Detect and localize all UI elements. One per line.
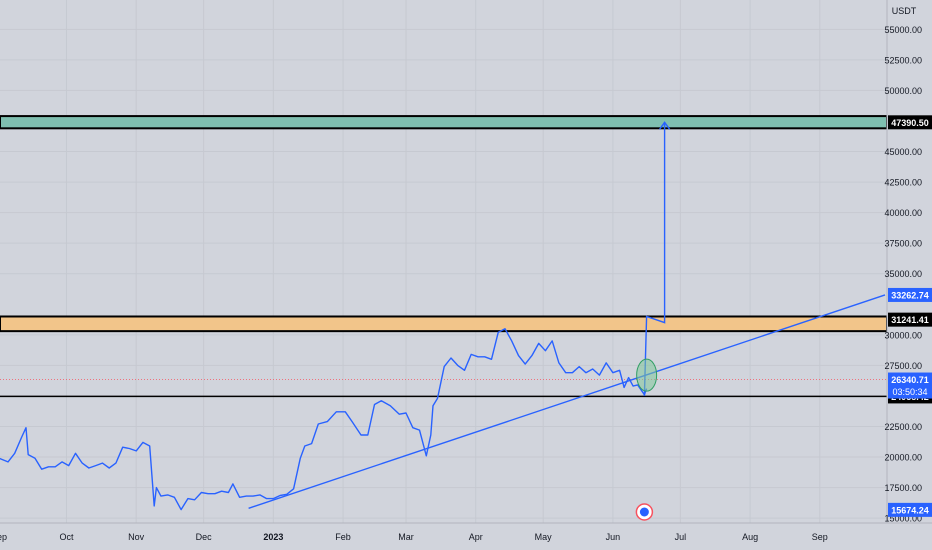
- time-tick-label: 2023: [263, 532, 283, 542]
- trendline: [248, 294, 886, 509]
- horizontal-lines: [0, 379, 887, 398]
- price-label-box: [888, 115, 932, 130]
- price-tick-label: 15000.00: [884, 514, 922, 524]
- price-tick-label: 50000.00: [884, 86, 922, 96]
- price-label-text: 15674.24: [891, 505, 929, 515]
- arrow-head: [659, 121, 671, 130]
- price-label-text: 31241.41: [891, 315, 929, 325]
- drawings: [248, 121, 886, 521]
- price-tick-label: 30000.00: [884, 330, 922, 340]
- price-tick-label: 40000.00: [884, 208, 922, 218]
- countdown-text: 03:50:34: [892, 387, 927, 397]
- price-tick-label: 52500.00: [884, 55, 922, 65]
- price-tick-label: 45000.00: [884, 147, 922, 157]
- price-tick-label: 55000.00: [884, 25, 922, 35]
- time-tick-label: Dec: [196, 532, 213, 542]
- time-tick-label: May: [535, 532, 553, 542]
- price-label-box: [888, 312, 932, 327]
- price-axis[interactable]: USDT 55000.00 52500.00 50000.00 45000.00 425…: [884, 0, 932, 550]
- price-tick-label: 37500.00: [884, 239, 922, 249]
- currency-label: USDT: [892, 6, 917, 16]
- time-tick-label: Apr: [469, 532, 483, 542]
- price-zone: [0, 115, 888, 130]
- price-labels: 47390.5033262.7431241.4124958.4215674.24…: [888, 115, 932, 517]
- time-tick-label: Aug: [742, 532, 758, 542]
- time-axis[interactable]: Sep Oct Nov Dec 2023 Feb Mar Apr May Jun Jul Aug Sep: [0, 522, 932, 542]
- time-tick-label: Jun: [606, 532, 621, 542]
- price-line: [0, 328, 648, 511]
- price-tick-label: 17500.00: [884, 483, 922, 493]
- price-label-text: 47390.50: [891, 118, 929, 128]
- price-tick-label: 35000.00: [884, 269, 922, 279]
- highlight-ellipse: [636, 358, 658, 392]
- price-tick-label: 20000.00: [884, 453, 922, 463]
- time-tick-label: Sep: [0, 532, 7, 542]
- price-label-box: [888, 287, 932, 302]
- time-tick-label: Jul: [675, 532, 687, 542]
- price-tick-label: 42500.00: [884, 178, 922, 188]
- price-tick-label: 22500.00: [884, 422, 922, 432]
- time-tick-label: Nov: [128, 532, 145, 542]
- time-tick-label: Oct: [59, 532, 74, 542]
- time-tick-label: Mar: [398, 532, 414, 542]
- price-zone: [0, 315, 888, 333]
- projection-path: [643, 122, 666, 396]
- current-price-box: [888, 372, 932, 399]
- grid-lines: [0, 0, 887, 523]
- time-tick-label: Sep: [812, 532, 828, 542]
- price-label-box: [888, 502, 932, 517]
- price-label-text: 33262.74: [891, 290, 929, 300]
- current-price-text: 26340.71: [891, 375, 929, 385]
- time-tick-label: Feb: [335, 532, 351, 542]
- price-axis-background: [887, 0, 932, 550]
- price-series: [0, 328, 648, 511]
- event-marker-icon-center: [639, 507, 649, 517]
- price-tick-label: 27500.00: [884, 361, 922, 371]
